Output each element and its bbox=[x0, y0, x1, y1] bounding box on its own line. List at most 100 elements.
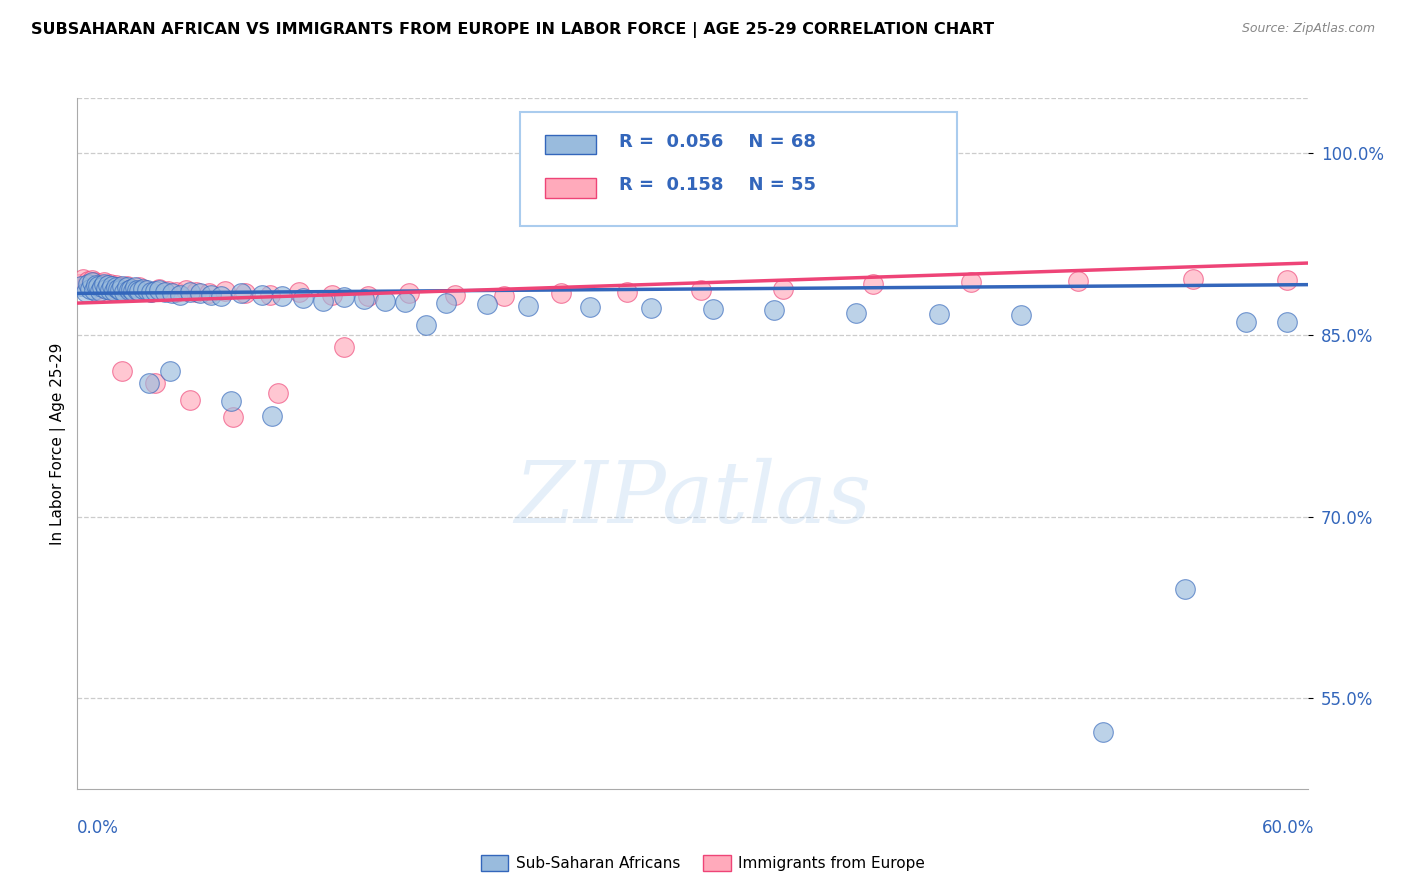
Point bbox=[267, 385, 290, 400]
Point bbox=[93, 277, 115, 291]
Point bbox=[165, 285, 187, 300]
Point bbox=[124, 280, 146, 294]
Point bbox=[156, 284, 179, 298]
Point bbox=[89, 284, 111, 298]
Point bbox=[83, 276, 105, 290]
Point bbox=[702, 302, 724, 317]
Point bbox=[415, 318, 437, 332]
Point bbox=[101, 279, 124, 293]
Point bbox=[121, 284, 143, 298]
Point bbox=[143, 284, 166, 298]
Point bbox=[141, 285, 163, 300]
Point bbox=[443, 287, 465, 301]
Point bbox=[80, 276, 103, 290]
Point bbox=[231, 286, 253, 301]
Point bbox=[115, 279, 138, 293]
Point bbox=[83, 283, 105, 297]
Point bbox=[76, 277, 98, 291]
Point bbox=[250, 287, 273, 301]
Point bbox=[98, 283, 121, 297]
Point bbox=[477, 297, 499, 311]
Point bbox=[105, 280, 128, 294]
Point bbox=[148, 281, 170, 295]
Point bbox=[398, 286, 420, 301]
Point bbox=[111, 364, 134, 378]
Point bbox=[214, 284, 236, 298]
Point bbox=[1275, 273, 1298, 287]
Point bbox=[179, 393, 201, 408]
Point bbox=[84, 277, 107, 292]
Point bbox=[117, 283, 139, 297]
Point bbox=[159, 364, 181, 378]
Point bbox=[70, 279, 93, 293]
Point bbox=[174, 283, 197, 297]
Point bbox=[689, 283, 711, 297]
Point bbox=[114, 285, 136, 300]
Point bbox=[141, 285, 163, 300]
Point bbox=[76, 274, 98, 288]
Point bbox=[103, 284, 125, 298]
Legend: Sub-Saharan Africans, Immigrants from Europe: Sub-Saharan Africans, Immigrants from Eu… bbox=[475, 849, 931, 877]
Point bbox=[155, 285, 177, 300]
Point bbox=[1174, 582, 1197, 597]
Point bbox=[87, 281, 110, 295]
Point bbox=[90, 280, 114, 294]
Point bbox=[94, 281, 117, 295]
Point bbox=[928, 307, 950, 321]
FancyBboxPatch shape bbox=[546, 178, 596, 198]
Point bbox=[219, 394, 242, 409]
Point bbox=[1091, 725, 1114, 739]
Point bbox=[79, 281, 101, 295]
Point bbox=[271, 289, 294, 303]
Point bbox=[1067, 274, 1090, 288]
Point bbox=[1010, 308, 1032, 322]
Point bbox=[374, 293, 396, 308]
Point bbox=[235, 286, 257, 301]
Point bbox=[1234, 316, 1257, 330]
Text: R =  0.056    N = 68: R = 0.056 N = 68 bbox=[619, 133, 815, 151]
Point bbox=[105, 277, 128, 292]
Point bbox=[97, 277, 120, 292]
Point bbox=[115, 280, 138, 294]
Point bbox=[110, 283, 132, 297]
Point bbox=[1181, 272, 1204, 286]
Text: 0.0%: 0.0% bbox=[77, 819, 120, 837]
Point bbox=[107, 281, 129, 295]
Point bbox=[128, 284, 150, 298]
Text: ZIPatlas: ZIPatlas bbox=[513, 458, 872, 541]
Point bbox=[89, 277, 111, 291]
Point bbox=[579, 300, 602, 314]
Point bbox=[763, 303, 786, 318]
Point bbox=[138, 376, 160, 391]
Point bbox=[90, 280, 114, 294]
Point bbox=[197, 286, 219, 301]
Point bbox=[772, 281, 794, 295]
Point bbox=[394, 294, 416, 309]
Point bbox=[136, 283, 159, 297]
Text: SUBSAHARAN AFRICAN VS IMMIGRANTS FROM EUROPE IN LABOR FORCE | AGE 25-29 CORRELAT: SUBSAHARAN AFRICAN VS IMMIGRANTS FROM EU… bbox=[31, 22, 994, 38]
Point bbox=[200, 287, 222, 301]
Point bbox=[87, 279, 110, 293]
FancyBboxPatch shape bbox=[520, 112, 957, 226]
Text: Source: ZipAtlas.com: Source: ZipAtlas.com bbox=[1241, 22, 1375, 36]
Point bbox=[222, 410, 245, 425]
Point bbox=[845, 306, 868, 320]
Point bbox=[120, 281, 142, 295]
Point bbox=[132, 281, 155, 295]
Point bbox=[291, 291, 314, 305]
Point bbox=[1275, 316, 1298, 330]
Point bbox=[186, 285, 208, 300]
Point bbox=[128, 280, 150, 294]
Point bbox=[94, 277, 117, 292]
Point bbox=[148, 283, 170, 297]
Point bbox=[492, 289, 515, 303]
Point bbox=[333, 340, 356, 354]
Point bbox=[79, 277, 101, 292]
Point bbox=[960, 276, 983, 290]
Point bbox=[550, 286, 572, 301]
Point bbox=[333, 290, 356, 304]
Point bbox=[357, 289, 380, 303]
Point bbox=[120, 281, 142, 295]
Point bbox=[517, 298, 540, 313]
Point bbox=[98, 277, 121, 291]
